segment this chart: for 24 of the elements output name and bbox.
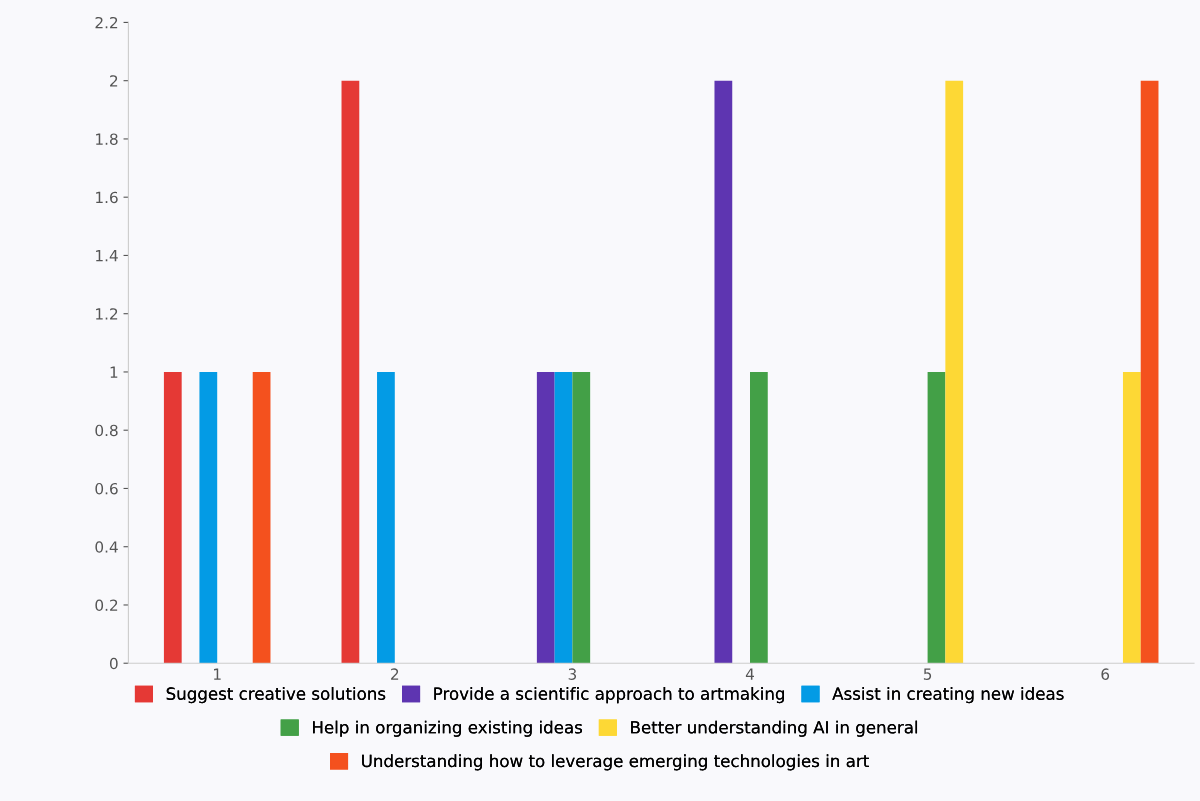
- legend-label: Provide a scientific approach to artmaking: [434, 687, 784, 704]
- y-tick-label: 1.6: [96, 191, 118, 204]
- y-tick-label: 2.2: [95, 16, 118, 29]
- y-tick-label: 1.2: [96, 308, 118, 320]
- y-tick-label: 1.8: [96, 133, 118, 145]
- x-tick-label: 2: [391, 668, 399, 680]
- x-tick-label: 5: [923, 668, 932, 680]
- y-tick-label: 2: [110, 75, 118, 87]
- y-tick-label: 1.4: [96, 250, 118, 262]
- legend-label: Better understanding AI in general: [631, 720, 918, 737]
- legend-label: Suggest creative solutions: [166, 687, 386, 704]
- y-tick-label: 0: [109, 657, 118, 670]
- y-tick-label: 0.4: [95, 541, 118, 553]
- x-tick-label: 6: [1101, 668, 1110, 680]
- legend-label: Help in organizing existing ideas: [313, 720, 583, 737]
- x-tick-label: 4: [745, 668, 754, 680]
- y-tick-label: 0.2: [95, 599, 118, 611]
- legend-label: Understanding how to leverage emerging technologies in art: [362, 754, 869, 771]
- x-tick-label: 3: [568, 668, 577, 680]
- legend-label: Assist in creating new ideas: [832, 687, 1064, 704]
- y-tick-label: 0.6: [95, 482, 118, 495]
- x-tick-label: 1: [214, 668, 221, 680]
- y-tick-label: 0.8: [95, 424, 118, 437]
- y-tick-label: 1: [110, 366, 118, 378]
